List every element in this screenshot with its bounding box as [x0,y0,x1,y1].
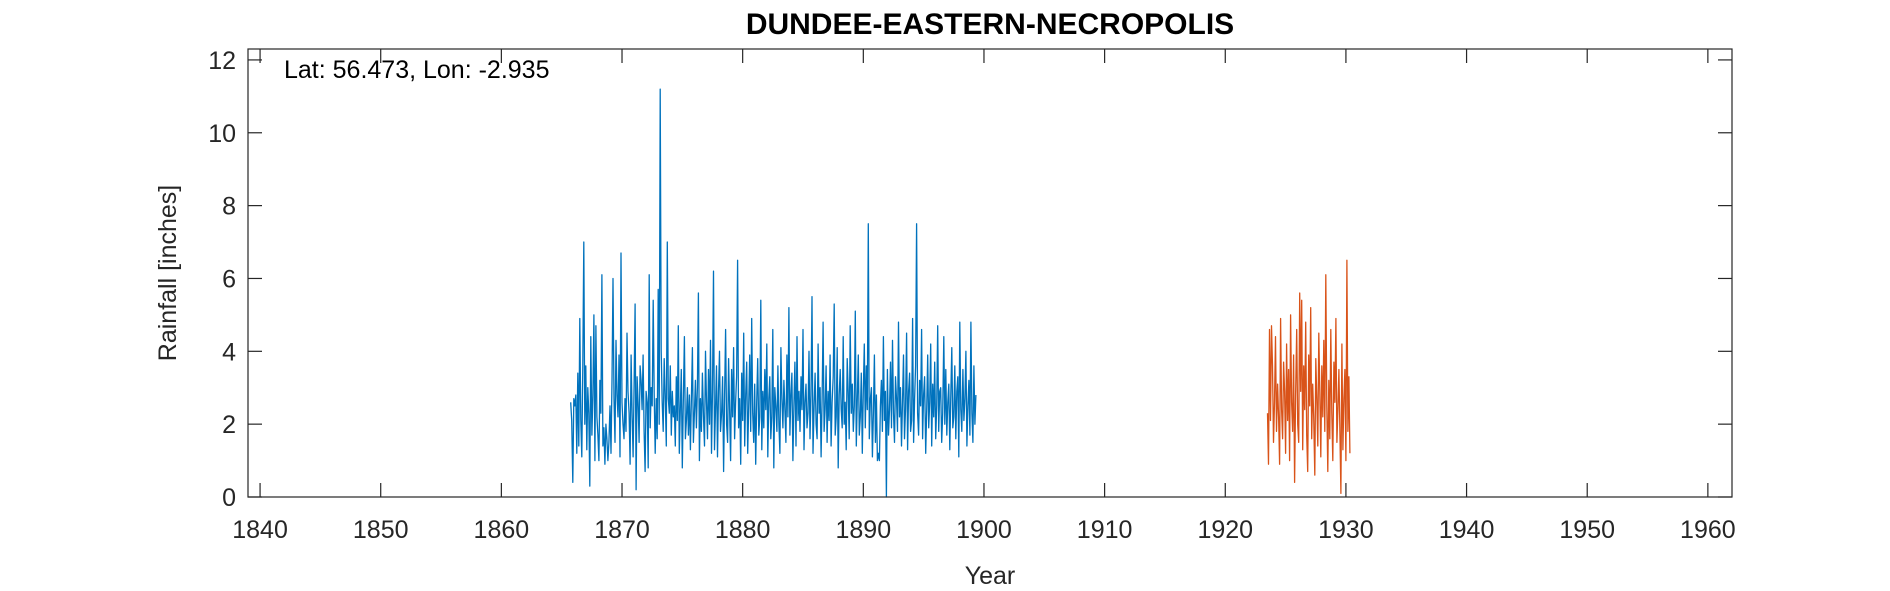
x-tick-label: 1920 [1197,516,1253,544]
x-tick-label: 1840 [232,516,288,544]
y-tick-label: 8 [222,193,236,221]
y-tick-label: 0 [222,484,236,512]
x-tick-label: 1890 [836,516,892,544]
y-tick-label: 4 [222,338,236,366]
x-tick-label: 1900 [956,516,1012,544]
x-tick-label: 1930 [1318,516,1374,544]
plot-frame [247,48,1733,498]
y-tick-label: 12 [208,47,236,75]
x-tick-label: 1870 [594,516,650,544]
y-tick-label: 6 [222,265,236,293]
x-axis-label: Year [965,562,1016,590]
station-coordinates: Lat: 56.473, Lon: -2.935 [284,56,550,84]
y-tick-label: 2 [222,411,236,439]
x-tick-label: 1910 [1077,516,1133,544]
x-ticks: 1840 1850 1860 1870 1880 1890 1900 1910 1920 1930… [232,49,1736,544]
x-tick-label: 1940 [1439,516,1495,544]
series-line-2 [1266,259,1351,495]
x-tick-label: 1860 [474,516,530,544]
x-tick-label: 1850 [353,516,409,544]
y-tick-label: 10 [208,120,236,148]
chart-title: DUNDEE-EASTERN-NECROPOLIS [746,8,1234,41]
x-tick-label: 1950 [1559,516,1615,544]
y-axis-label: Rainfall [inches] [154,185,182,361]
series-line-1 [570,88,977,498]
y-ticks: 0 2 4 6 8 10 12 [208,47,1732,512]
series-layer [570,88,1351,498]
x-tick-label: 1880 [715,516,771,544]
x-tick-label: 1960 [1680,516,1736,544]
